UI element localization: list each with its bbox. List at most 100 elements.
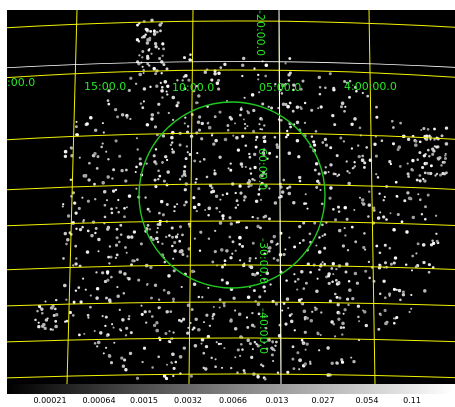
source-point (78, 333, 81, 337)
source-point (323, 171, 327, 175)
source-point (107, 255, 110, 259)
source-point (117, 210, 120, 214)
source-point (109, 361, 114, 365)
source-point (300, 270, 304, 274)
source-point (417, 193, 420, 196)
source-point (158, 23, 162, 27)
source-point (141, 360, 144, 364)
source-point (298, 242, 301, 245)
source-point (239, 107, 243, 111)
source-point (300, 107, 303, 110)
source-point (286, 187, 289, 190)
source-point (53, 307, 57, 311)
source-point (72, 264, 75, 267)
source-point (104, 324, 107, 328)
source-point (101, 315, 104, 318)
source-point (75, 120, 78, 123)
source-point (155, 231, 159, 234)
source-point (282, 302, 286, 305)
source-point (357, 154, 361, 159)
source-point (97, 237, 101, 242)
source-point (212, 305, 215, 308)
source-point (172, 374, 175, 378)
source-point (439, 173, 442, 177)
source-point (122, 292, 126, 295)
source-point (138, 54, 141, 57)
source-point (227, 167, 230, 170)
source-point (150, 296, 153, 300)
source-point (190, 308, 194, 311)
source-point (345, 160, 348, 163)
source-point (288, 101, 292, 105)
source-point (323, 246, 327, 250)
source-point (88, 161, 91, 165)
source-point (232, 296, 236, 300)
source-point (298, 368, 301, 371)
source-point (162, 63, 166, 67)
source-point (84, 174, 88, 178)
source-point (345, 217, 349, 221)
image-display-frame[interactable]: :00.0 15:00.0 10:00.0 05:00.0 4:00:00.0 … (7, 10, 455, 384)
source-point (298, 358, 302, 363)
source-point (171, 148, 174, 151)
source-point (351, 167, 354, 170)
source-point (155, 328, 159, 333)
source-point (343, 109, 346, 113)
source-point (213, 169, 216, 172)
source-point (338, 312, 341, 315)
source-point (288, 185, 292, 189)
source-point (318, 236, 321, 239)
source-point (135, 376, 140, 380)
source-point (107, 158, 110, 161)
source-point (84, 288, 87, 291)
source-point (115, 206, 118, 210)
source-point (367, 203, 372, 207)
source-point (135, 165, 138, 169)
source-point (360, 201, 364, 205)
source-point (55, 313, 59, 317)
source-point (268, 187, 271, 190)
source-point (202, 366, 205, 370)
source-point (255, 342, 258, 346)
source-point (203, 70, 207, 74)
source-point (51, 304, 55, 308)
source-point (223, 259, 227, 263)
source-point (360, 158, 365, 162)
colorbar[interactable] (7, 384, 453, 394)
source-point (166, 84, 170, 89)
source-point (375, 105, 378, 109)
grid-line (7, 183, 455, 191)
source-point (261, 151, 266, 155)
source-point (260, 118, 264, 121)
source-point (319, 263, 323, 266)
source-point (246, 295, 251, 299)
source-point (142, 71, 145, 75)
source-point (331, 113, 335, 118)
source-point (380, 139, 384, 142)
source-point (262, 148, 266, 151)
source-point (184, 157, 188, 161)
source-point (285, 279, 288, 282)
source-point (433, 138, 436, 141)
source-point (107, 354, 112, 358)
source-point (123, 215, 126, 219)
source-point (359, 196, 361, 199)
source-point (172, 269, 176, 273)
source-point (93, 151, 97, 156)
sky-image-canvas[interactable]: :00.0 15:00.0 10:00.0 05:00.0 4:00:00.0 … (7, 10, 455, 384)
source-point (95, 296, 99, 300)
source-point (181, 233, 184, 237)
source-point (263, 289, 267, 293)
source-point (241, 348, 244, 351)
source-point (181, 317, 186, 321)
source-point (241, 165, 244, 168)
source-point (107, 89, 111, 93)
source-point (142, 19, 146, 24)
source-point (389, 212, 392, 215)
circle-region[interactable] (138, 101, 326, 289)
source-point (134, 170, 137, 174)
source-point (170, 362, 174, 365)
source-point (238, 242, 242, 246)
source-point (105, 334, 109, 338)
